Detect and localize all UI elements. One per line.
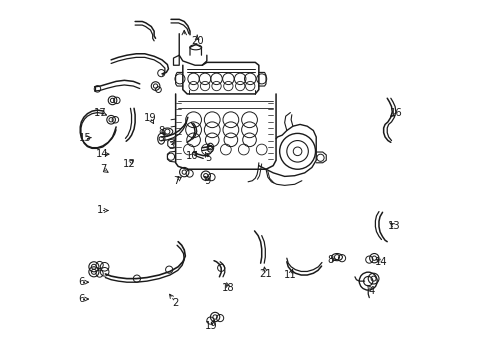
- Text: 9: 9: [204, 176, 211, 186]
- Text: 14: 14: [95, 149, 108, 159]
- Text: 18: 18: [222, 283, 234, 293]
- Text: 14: 14: [374, 257, 387, 267]
- Text: 5: 5: [204, 153, 211, 163]
- Text: 2: 2: [172, 298, 179, 308]
- Text: 1: 1: [97, 206, 103, 216]
- Text: 6: 6: [78, 277, 84, 287]
- Text: 17: 17: [94, 108, 106, 118]
- Text: 13: 13: [387, 221, 400, 231]
- Text: 12: 12: [122, 159, 135, 169]
- Text: 19: 19: [144, 113, 157, 123]
- Text: 16: 16: [388, 108, 402, 118]
- Text: 7: 7: [100, 164, 106, 174]
- Text: 3: 3: [167, 141, 174, 151]
- Text: 11: 11: [284, 270, 296, 280]
- Text: 21: 21: [258, 269, 271, 279]
- Text: 19: 19: [204, 321, 218, 331]
- Text: 4: 4: [368, 286, 374, 296]
- Text: 10: 10: [186, 150, 199, 161]
- Text: 15: 15: [79, 133, 91, 143]
- Text: 7: 7: [173, 176, 179, 186]
- Text: 8: 8: [327, 255, 333, 265]
- Text: 6: 6: [78, 294, 84, 304]
- Text: 8: 8: [158, 126, 164, 135]
- Text: 20: 20: [190, 36, 203, 46]
